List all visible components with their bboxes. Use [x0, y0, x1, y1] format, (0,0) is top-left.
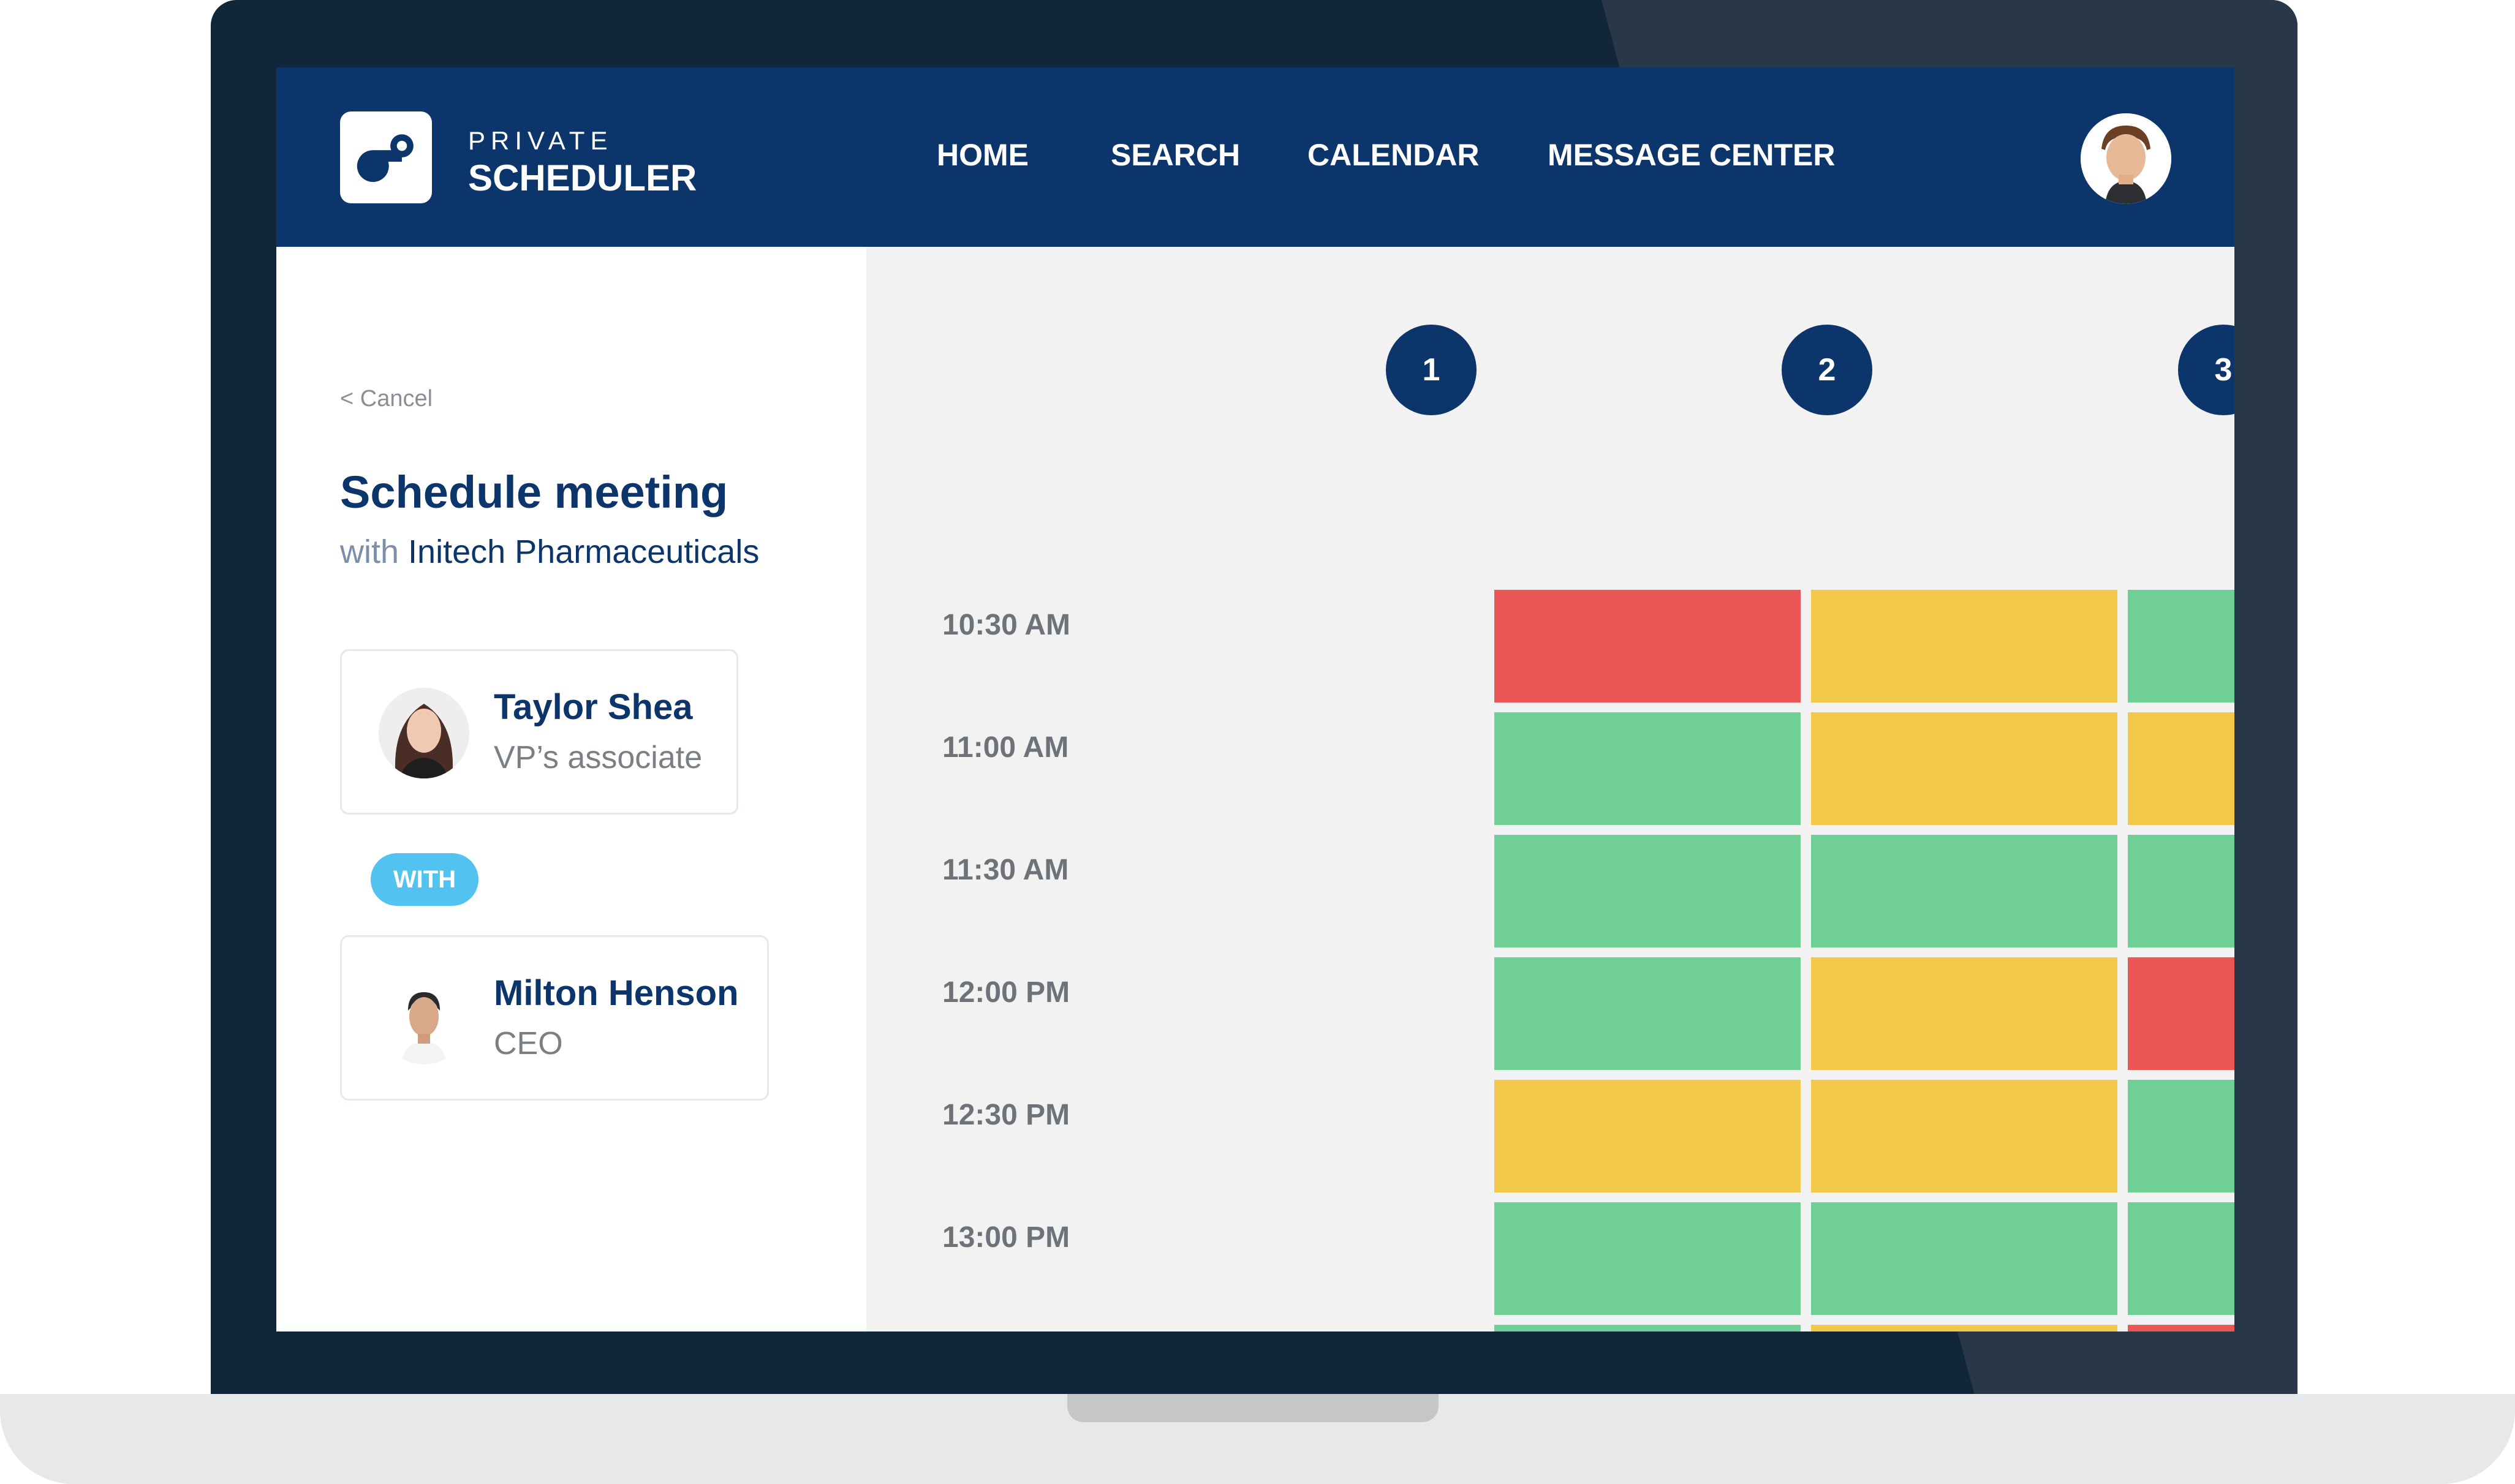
time-label: 11:00 AM	[942, 731, 1069, 764]
time-slot-green[interactable]	[1494, 957, 1801, 1070]
main-nav: HOME SEARCH CALENDAR MESSAGE CENTER	[276, 67, 2234, 247]
time-slot-yellow[interactable]	[1811, 712, 2117, 825]
avatar	[379, 688, 469, 778]
time-label: 12:00 PM	[942, 976, 1070, 1009]
person-name: Taylor Shea	[494, 687, 693, 727]
person-name: Milton Henson	[494, 973, 739, 1013]
time-slot-green[interactable]	[1494, 712, 1801, 825]
time-slot-green[interactable]	[2128, 1080, 2234, 1192]
time-slot-yellow[interactable]	[1811, 1080, 2117, 1192]
time-slot-green[interactable]	[1494, 1202, 1801, 1315]
column-number-2[interactable]: 2	[1782, 325, 1872, 415]
time-slot-red[interactable]	[2128, 957, 2234, 1070]
company-name: Initech Pharmaceuticals	[408, 533, 760, 570]
time-label: 11:30 AM	[942, 854, 1069, 886]
page-subtitle: with Initech Pharmaceuticals	[340, 533, 759, 571]
logo-icon[interactable]	[340, 111, 432, 203]
person-card-milton[interactable]: Milton Henson CEO	[340, 935, 769, 1101]
person-card-taylor[interactable]: Taylor Shea VP’s associate	[340, 649, 738, 815]
brand-subtitle: PRIVATE	[468, 126, 613, 155]
time-slot-red[interactable]	[2128, 1325, 2234, 1331]
person-role: VP’s associate	[494, 740, 703, 775]
nav-home[interactable]: HOME	[937, 138, 1029, 172]
time-slot-green[interactable]	[2128, 590, 2234, 702]
time-slot-green[interactable]	[1494, 835, 1801, 947]
time-slot-yellow[interactable]	[2128, 712, 2234, 825]
column-number-1[interactable]: 1	[1386, 325, 1477, 415]
time-label: 13:00 PM	[942, 1221, 1070, 1254]
time-slot-green[interactable]	[1494, 1325, 1801, 1331]
person-role: CEO	[494, 1026, 563, 1061]
time-slot-yellow[interactable]	[1811, 1325, 2117, 1331]
time-slot-green[interactable]	[2128, 835, 2234, 947]
meeting-details-panel: < Cancel Schedule meeting with Initech P…	[276, 247, 866, 1331]
time-slot-yellow[interactable]	[1811, 957, 2117, 1070]
screen: PRIVATE SCHEDULER HOME SEARCH CALENDAR M…	[276, 67, 2234, 1331]
time-slot-green[interactable]	[1811, 835, 2117, 947]
cancel-link[interactable]: < Cancel	[340, 386, 433, 412]
nav-search[interactable]: SEARCH	[1111, 138, 1241, 172]
subtitle-with: with	[340, 533, 399, 570]
time-slot-green[interactable]	[1811, 1202, 2117, 1315]
laptop-notch	[1067, 1394, 1439, 1422]
availability-grid: 1 2 3 10:30 AM 11:00 AM 11:30 AM 12:00 PM 12…	[866, 247, 2234, 1331]
avatar	[379, 974, 469, 1064]
app-header: PRIVATE SCHEDULER HOME SEARCH CALENDAR M…	[276, 67, 2234, 247]
column-number-3[interactable]: 3	[2178, 325, 2234, 415]
nav-calendar[interactable]: CALENDAR	[1307, 138, 1480, 172]
page-title: Schedule meeting	[340, 467, 728, 518]
time-slot-yellow[interactable]	[1494, 1080, 1801, 1192]
time-slot-yellow[interactable]	[1811, 590, 2117, 702]
time-slot-green[interactable]	[2128, 1202, 2234, 1315]
time-slot-red[interactable]	[1494, 590, 1801, 702]
brand-title: SCHEDULER	[468, 157, 697, 198]
time-label: 10:30 AM	[942, 609, 1070, 641]
time-label: 12:30 PM	[942, 1099, 1070, 1131]
nav-message-center[interactable]: MESSAGE CENTER	[1548, 138, 1836, 172]
user-avatar[interactable]	[2081, 113, 2171, 204]
with-badge: WITH	[371, 853, 478, 906]
